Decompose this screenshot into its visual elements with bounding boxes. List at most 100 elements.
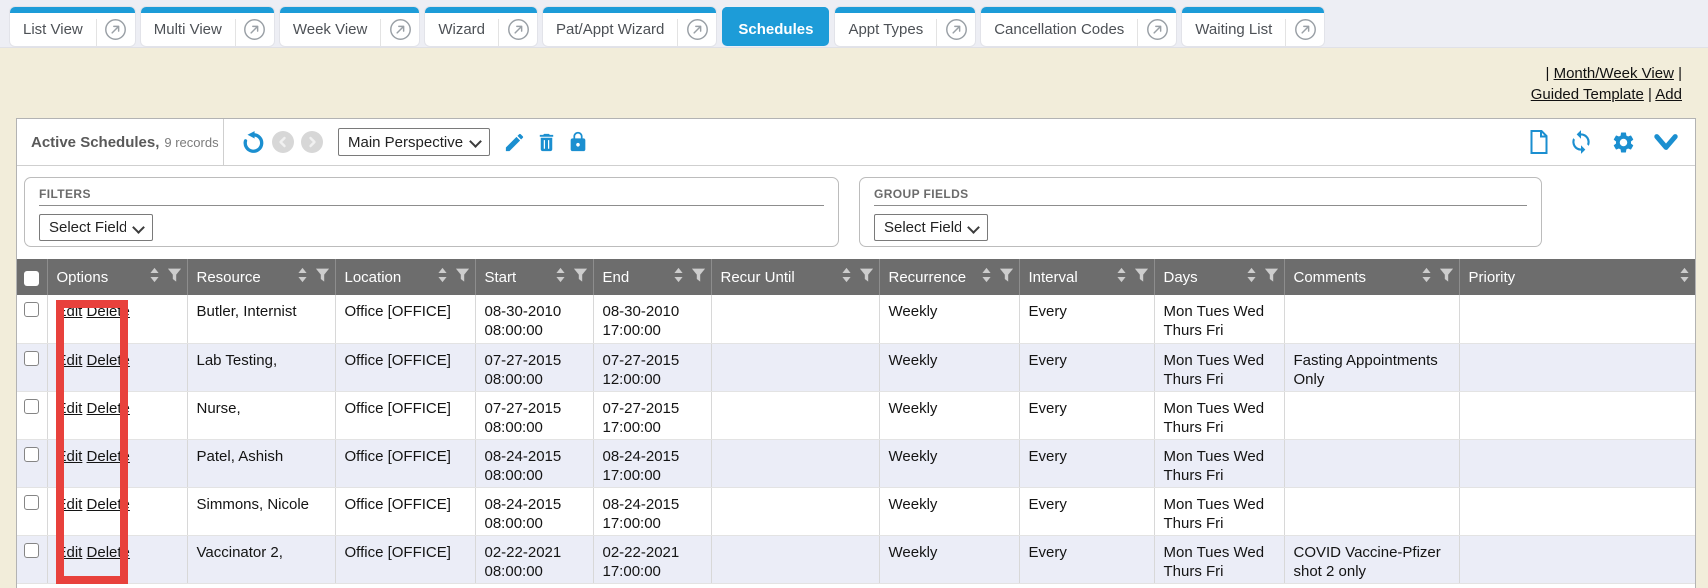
row-checkbox[interactable] — [24, 494, 39, 510]
sort-icon[interactable] — [555, 267, 566, 287]
delete-link[interactable]: Delete — [86, 351, 130, 369]
column-header-location[interactable]: Location — [335, 259, 476, 295]
row-checkbox[interactable] — [24, 446, 39, 462]
tab-list-view[interactable]: List View — [10, 7, 135, 46]
add-link[interactable]: Add — [1655, 86, 1682, 103]
refresh-icon[interactable] — [1568, 129, 1594, 155]
open-in-new-window-icon[interactable] — [97, 18, 135, 41]
row-checkbox[interactable] — [24, 398, 39, 414]
undo-icon[interactable] — [240, 130, 265, 155]
end-time: 17:00:00 — [602, 562, 661, 580]
tab-pat-appt-wizard[interactable]: Pat/Appt Wizard — [543, 7, 717, 46]
open-in-new-window-icon[interactable] — [381, 18, 419, 41]
delete-link[interactable]: Delete — [86, 447, 130, 465]
filters-select[interactable]: Select Field — [39, 214, 153, 241]
column-header-interval[interactable]: Interval — [1019, 259, 1155, 295]
next-page-icon[interactable] — [301, 131, 323, 153]
delete-link[interactable]: Delete — [86, 495, 130, 513]
table-row: Edit Delete Simmons, Nicole Office [OFFICE… — [17, 487, 1695, 536]
open-in-new-window-icon[interactable] — [937, 18, 975, 41]
tab-wizard[interactable]: Wizard — [425, 7, 538, 46]
table-row: Edit Delete Nurse, Office [OFFICE] 07-27-20… — [17, 391, 1695, 440]
end-date: 07-27-2015 — [602, 399, 680, 417]
delete-link[interactable]: Delete — [86, 543, 130, 561]
open-in-new-window-icon[interactable] — [499, 18, 537, 41]
open-in-new-window-icon[interactable] — [1138, 18, 1176, 41]
tab-cancellation-codes[interactable]: Cancellation Codes — [981, 7, 1177, 46]
column-header-comments[interactable]: Comments — [1284, 259, 1460, 295]
recur-until-cell — [711, 343, 880, 392]
tab-label: Schedules — [738, 21, 814, 38]
sort-icon[interactable] — [1421, 267, 1432, 287]
edit-link[interactable]: Edit — [56, 495, 83, 513]
sort-icon[interactable] — [437, 267, 448, 287]
edit-link[interactable]: Edit — [56, 303, 83, 320]
tab-week-view[interactable]: Week View — [279, 7, 420, 46]
days-cell: Mon Tues Wed Thurs Fri — [1154, 439, 1285, 488]
filter-funnel-icon[interactable] — [999, 268, 1014, 286]
row-checkbox[interactable] — [24, 350, 39, 366]
delete-link[interactable]: Delete — [86, 399, 130, 417]
column-header-recurrence[interactable]: Recurrence — [879, 259, 1020, 295]
column-header-start[interactable]: Start — [475, 259, 594, 295]
sort-icon[interactable] — [981, 267, 992, 287]
group-fields-select[interactable]: Select Field — [874, 214, 988, 241]
guided-template-link[interactable]: Guided Template — [1530, 86, 1644, 103]
settings-gear-icon[interactable] — [1611, 130, 1636, 155]
open-in-new-window-icon[interactable] — [236, 18, 274, 41]
open-in-new-window-icon[interactable] — [678, 18, 716, 41]
tab-multi-view[interactable]: Multi View — [140, 7, 274, 46]
filter-funnel-icon[interactable] — [455, 268, 470, 286]
sort-icon[interactable] — [297, 267, 308, 287]
tab-waiting-list[interactable]: Waiting List — [1182, 7, 1325, 46]
row-checkbox[interactable] — [24, 302, 39, 317]
lock-icon[interactable] — [567, 131, 589, 153]
edit-link[interactable]: Edit — [56, 543, 83, 561]
delete-perspective-icon[interactable] — [535, 131, 558, 154]
start-time: 08:00:00 — [484, 418, 543, 436]
edit-link[interactable]: Edit — [56, 351, 83, 369]
recurrence-cell: Weekly — [879, 391, 1020, 440]
row-checkbox[interactable] — [24, 542, 39, 558]
priority-cell — [1459, 343, 1695, 392]
sort-icon[interactable] — [1246, 267, 1257, 287]
delete-link[interactable]: Delete — [86, 303, 130, 320]
tab-appt-types[interactable]: Appt Types — [835, 7, 976, 46]
sort-icon[interactable] — [841, 267, 852, 287]
previous-page-icon[interactable] — [272, 131, 294, 153]
start-time: 08:00:00 — [484, 370, 543, 388]
filter-funnel-icon[interactable] — [1134, 268, 1149, 286]
sort-icon[interactable] — [1116, 267, 1127, 287]
column-header-days[interactable]: Days — [1154, 259, 1285, 295]
edit-perspective-icon[interactable] — [503, 131, 526, 154]
recurrence-cell: Weekly — [879, 487, 1020, 536]
filter-funnel-icon[interactable] — [859, 268, 874, 286]
filter-funnel-icon[interactable] — [1439, 268, 1454, 286]
collapse-chevron-icon[interactable] — [1653, 131, 1679, 153]
select-all-checkbox[interactable] — [24, 271, 39, 286]
recurrence-cell: Weekly — [879, 439, 1020, 488]
column-header-resource[interactable]: Resource — [187, 259, 336, 295]
tab-label: Pat/Appt Wizard — [556, 21, 665, 38]
column-header-recur-until[interactable]: Recur Until — [711, 259, 880, 295]
perspective-select[interactable]: Main Perspective — [338, 128, 490, 156]
column-header-end[interactable]: End — [593, 259, 712, 295]
tab-label: Waiting List — [1195, 21, 1273, 38]
filter-funnel-icon[interactable] — [1264, 268, 1279, 286]
edit-link[interactable]: Edit — [56, 399, 83, 417]
sort-icon[interactable] — [1679, 267, 1690, 287]
edit-link[interactable]: Edit — [56, 447, 83, 465]
column-header-priority[interactable]: Priority — [1459, 259, 1695, 295]
open-in-new-window-icon[interactable] — [1286, 18, 1324, 41]
toolbar-divider — [223, 119, 224, 166]
filter-funnel-icon[interactable] — [315, 268, 330, 286]
sort-icon[interactable] — [673, 267, 684, 287]
sort-icon[interactable] — [149, 267, 160, 287]
filter-funnel-icon[interactable] — [167, 268, 182, 286]
tab-schedules[interactable]: Schedules — [722, 7, 830, 46]
month-week-view-link[interactable]: Month/Week View — [1553, 65, 1674, 82]
column-header-options[interactable]: Options — [47, 259, 188, 295]
filter-funnel-icon[interactable] — [691, 268, 706, 286]
filter-funnel-icon[interactable] — [573, 268, 588, 286]
new-document-icon[interactable] — [1527, 129, 1551, 155]
